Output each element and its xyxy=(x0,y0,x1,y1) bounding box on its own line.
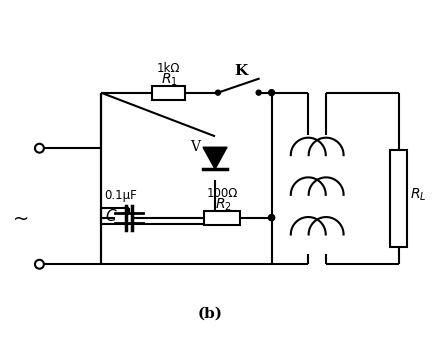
Text: ~: ~ xyxy=(13,210,30,229)
Text: (b): (b) xyxy=(197,307,223,321)
Circle shape xyxy=(269,90,275,96)
Text: $R_{L}$: $R_{L}$ xyxy=(410,187,427,203)
Text: K: K xyxy=(234,64,247,78)
Text: 100Ω: 100Ω xyxy=(206,187,238,200)
Text: 0.1μF: 0.1μF xyxy=(105,189,137,202)
Bar xyxy=(151,86,185,100)
Text: $C$: $C$ xyxy=(105,208,117,224)
Circle shape xyxy=(256,90,261,95)
Bar xyxy=(204,211,240,225)
Circle shape xyxy=(269,215,275,221)
Polygon shape xyxy=(203,147,227,169)
Bar xyxy=(390,150,408,247)
Text: $R_1$: $R_1$ xyxy=(161,71,178,88)
Text: $R_2$: $R_2$ xyxy=(214,196,231,213)
Circle shape xyxy=(216,90,220,95)
Circle shape xyxy=(269,215,275,221)
Text: 1kΩ: 1kΩ xyxy=(157,62,180,75)
Text: V: V xyxy=(190,140,200,154)
